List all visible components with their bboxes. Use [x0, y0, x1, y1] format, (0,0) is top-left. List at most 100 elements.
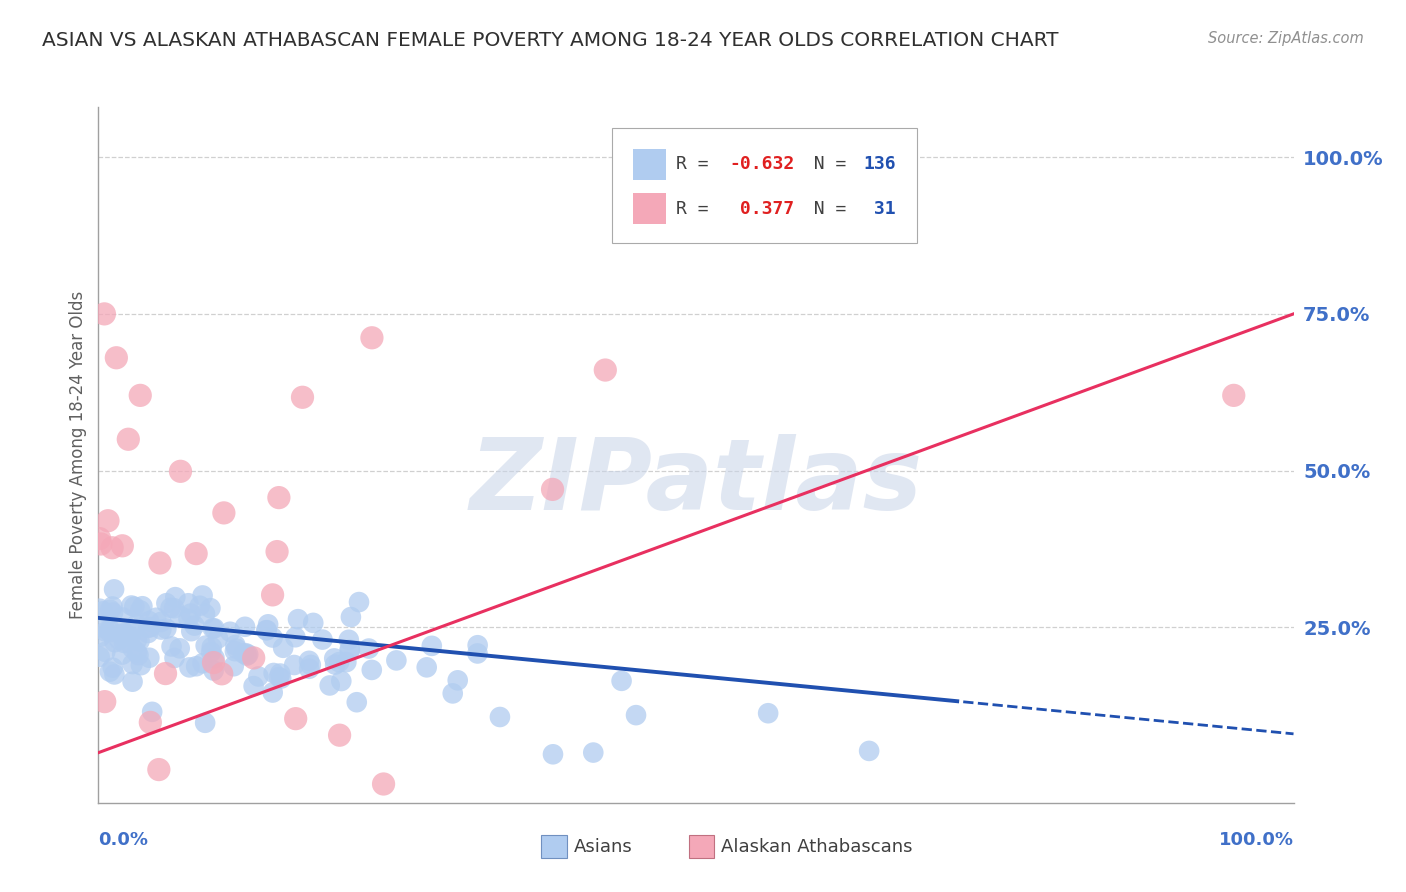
Point — [129, 603, 152, 617]
Text: 0.0%: 0.0% — [98, 831, 149, 849]
Point — [165, 590, 187, 604]
Text: -0.632: -0.632 — [730, 155, 794, 173]
Point — [340, 610, 363, 624]
Point — [136, 621, 159, 635]
Point — [117, 432, 139, 446]
Point — [155, 596, 177, 610]
Point — [224, 644, 246, 658]
Point — [287, 612, 309, 626]
Point — [335, 655, 357, 669]
Point — [90, 537, 112, 551]
Point — [124, 599, 146, 614]
Point — [104, 635, 127, 649]
Point — [180, 607, 202, 621]
Point — [262, 631, 284, 645]
Point — [238, 648, 260, 662]
Point — [138, 650, 160, 665]
Point — [139, 715, 162, 730]
Point — [91, 604, 114, 618]
Point — [441, 686, 464, 700]
Point — [150, 623, 173, 637]
Point — [201, 621, 224, 635]
Point — [242, 651, 264, 665]
Point — [212, 506, 235, 520]
Point — [188, 599, 211, 613]
Point — [120, 630, 142, 644]
Text: R =: R = — [676, 200, 718, 218]
Point — [610, 673, 633, 688]
Point — [467, 638, 489, 652]
Point — [101, 606, 124, 620]
Point — [323, 651, 346, 665]
Point — [624, 708, 647, 723]
Point — [138, 614, 160, 628]
Point — [112, 636, 135, 650]
Point — [233, 620, 256, 634]
Point — [98, 623, 121, 637]
Point — [200, 645, 222, 659]
Point — [93, 621, 115, 635]
Text: Alaskan Athabascans: Alaskan Athabascans — [721, 838, 912, 855]
Point — [291, 390, 314, 404]
Point — [339, 642, 361, 657]
Point — [98, 625, 121, 640]
Point — [93, 307, 115, 321]
Point — [270, 672, 292, 686]
Point — [361, 331, 384, 345]
Point — [311, 632, 333, 647]
Point — [224, 638, 246, 652]
Point — [1222, 388, 1246, 402]
Point — [129, 658, 152, 673]
Point — [373, 777, 395, 791]
Point — [266, 544, 288, 558]
Point — [90, 630, 112, 644]
FancyBboxPatch shape — [613, 128, 917, 243]
Point — [318, 678, 340, 692]
Point — [163, 651, 186, 665]
Point — [101, 661, 124, 675]
Point — [103, 667, 125, 681]
Point — [89, 532, 111, 546]
Text: N =: N = — [792, 200, 856, 218]
Text: ZIPatlas: ZIPatlas — [470, 434, 922, 532]
Point — [139, 620, 162, 634]
Point — [201, 640, 224, 655]
Point — [267, 670, 290, 684]
Point — [347, 595, 370, 609]
Point — [582, 746, 605, 760]
Point — [148, 763, 170, 777]
Point — [111, 539, 134, 553]
Point — [191, 657, 214, 671]
Point — [756, 706, 779, 721]
Point — [125, 633, 148, 648]
Point — [467, 647, 489, 661]
Point — [125, 645, 148, 659]
Point — [202, 656, 225, 670]
Point — [93, 695, 115, 709]
Point — [329, 728, 352, 742]
Point — [141, 705, 163, 719]
Point — [160, 640, 183, 654]
Point — [103, 582, 125, 597]
Point — [204, 651, 226, 665]
Point — [242, 679, 264, 693]
Point — [94, 624, 117, 639]
Point — [114, 626, 136, 640]
Point — [222, 659, 245, 673]
Point — [284, 712, 307, 726]
Point — [284, 630, 307, 644]
Point — [385, 653, 408, 667]
Point — [202, 621, 225, 635]
Point — [420, 639, 443, 653]
Point — [298, 654, 321, 668]
Point — [269, 666, 291, 681]
Point — [129, 388, 152, 402]
Point — [128, 634, 150, 648]
Bar — [633, 193, 666, 224]
Point — [328, 655, 350, 669]
Point — [541, 747, 564, 762]
Point — [219, 624, 242, 639]
Point — [179, 660, 201, 674]
Point — [111, 610, 134, 624]
Point — [236, 648, 259, 663]
